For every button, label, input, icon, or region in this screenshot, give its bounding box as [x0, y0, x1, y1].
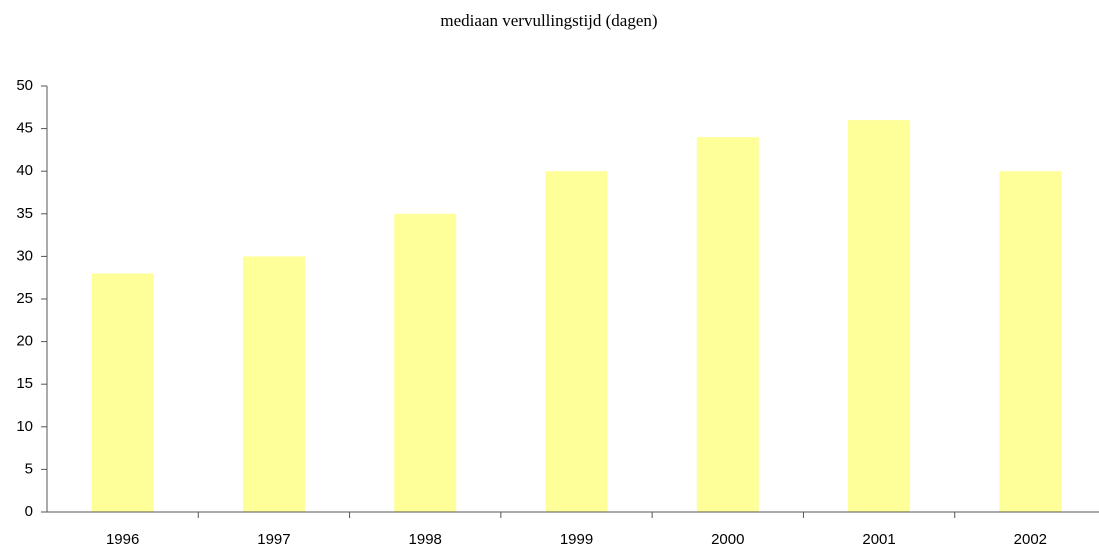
- x-tick-label: 2000: [711, 531, 744, 548]
- y-tick-label: 50: [16, 77, 33, 94]
- x-tick-label: 1997: [257, 531, 290, 548]
- y-tick-label: 30: [16, 247, 33, 264]
- x-tick-label: 1999: [560, 531, 593, 548]
- y-tick-label: 10: [16, 418, 33, 435]
- bar: [242, 256, 305, 512]
- x-tick-label: 1998: [409, 531, 442, 548]
- y-tick-label: 25: [16, 290, 33, 307]
- bar: [696, 137, 759, 512]
- bar: [999, 171, 1062, 512]
- x-tick-label: 2002: [1014, 531, 1047, 548]
- bar: [394, 213, 457, 513]
- y-tick-label: 15: [16, 375, 33, 392]
- y-tick-label: 5: [25, 460, 33, 477]
- bar: [545, 171, 608, 512]
- y-tick-label: 40: [16, 162, 33, 179]
- bar: [91, 273, 154, 512]
- y-tick-label: 0: [25, 503, 33, 520]
- bar: [848, 120, 911, 512]
- y-tick-label: 45: [16, 120, 33, 137]
- y-tick-label: 20: [16, 333, 33, 350]
- chart-title: mediaan vervullingstijd (dagen): [440, 11, 657, 30]
- x-tick-label: 1996: [106, 531, 139, 548]
- x-tick-label: 2001: [862, 531, 895, 548]
- y-tick-label: 35: [16, 205, 33, 222]
